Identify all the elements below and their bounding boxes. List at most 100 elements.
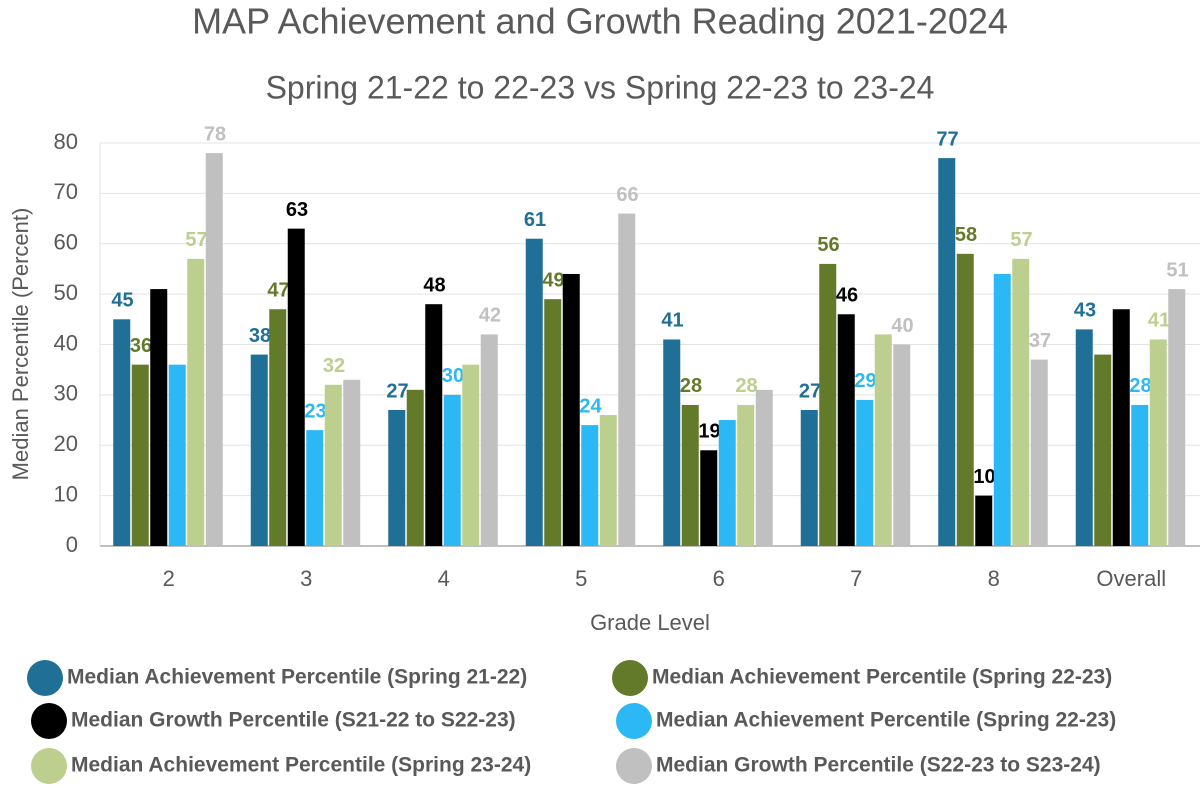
bar [113,319,131,546]
bar [1149,339,1167,546]
bar [525,238,543,546]
bar [1075,329,1093,546]
x-tick-label: 6 [713,566,725,591]
data-label: 58 [955,224,977,246]
bar [150,289,168,546]
x-tick-label: 3 [300,566,312,591]
bar [388,409,406,546]
data-label: 57 [1010,229,1032,251]
bar [1131,404,1149,546]
bar [250,354,268,546]
y-tick-label: 80 [54,129,78,154]
bar [800,409,818,546]
bar [343,379,361,546]
y-tick-label: 10 [54,481,78,506]
legend-label: Median Growth Percentile (S22-23 to S23-… [656,754,1101,777]
data-label: 28 [735,375,757,397]
x-tick-label: Overall [1096,566,1166,591]
data-label: 42 [479,305,501,327]
data-label: 47 [267,280,289,302]
data-label: 57 [185,229,207,251]
bar [956,253,974,546]
data-label: 28 [1129,375,1151,397]
bar [700,450,718,546]
legend-marker [616,748,652,784]
data-label: 36 [130,335,152,357]
bar [480,334,498,546]
bar [287,228,305,546]
x-tick-label: 2 [163,566,175,591]
data-label: 27 [799,380,821,402]
bar [599,415,617,546]
data-label: 19 [698,421,720,443]
data-label: 45 [111,290,133,312]
legend-label: Median Achievement Percentile (Spring 23… [71,754,531,777]
y-axis-title: Median Percentile (Percent) [8,208,33,481]
bar [856,399,874,546]
data-label: 46 [836,285,858,307]
chart-title: MAP Achievement and Growth Reading 2021-… [192,1,1008,42]
bar [837,314,855,546]
bar [819,263,837,546]
data-label: 49 [542,269,564,291]
bar [168,364,186,546]
data-label: 24 [579,395,602,417]
x-tick-label: 8 [988,566,1000,591]
data-label: 29 [854,370,876,392]
bar [663,339,681,546]
y-tick-label: 30 [54,381,78,406]
bar [737,404,755,546]
data-label: 23 [304,400,326,422]
y-tick-label: 20 [54,431,78,456]
data-label: 63 [286,199,308,221]
data-label: 77 [936,128,958,150]
data-label: 10 [973,466,995,488]
bar [1012,258,1030,546]
data-label: 41 [661,310,683,332]
y-tick-label: 0 [66,532,78,557]
bar [462,364,480,546]
data-label: 41 [1148,310,1170,332]
bar [618,213,636,546]
bar [187,258,205,546]
legend-label: Median Achievement Percentile (Spring 22… [656,709,1116,732]
legend-marker [612,660,648,696]
data-label: 30 [442,365,464,387]
legend-marker [616,703,652,739]
legend-label: Median Achievement Percentile (Spring 21… [67,666,527,689]
x-tick-label: 7 [850,566,862,591]
legend-label: Median Achievement Percentile (Spring 22… [652,666,1112,689]
data-label: 37 [1029,330,1051,352]
bar [1030,359,1048,546]
bar [306,430,324,546]
bar [874,334,892,546]
bar [131,364,149,546]
bar [718,420,736,546]
y-tick-label: 40 [54,330,78,355]
x-tick-label: 4 [438,566,450,591]
bar [1168,289,1186,546]
y-tick-label: 60 [54,230,78,255]
bar [544,299,562,546]
bar [425,304,443,546]
bar [406,389,424,546]
bar [269,309,287,546]
bar [893,344,911,546]
data-label: 32 [323,355,345,377]
data-label: 38 [249,325,271,347]
chart-subtitle: Spring 21-22 to 22-23 vs Spring 22-23 to… [266,69,935,105]
bar [975,495,993,546]
data-label: 61 [524,209,546,231]
bar [755,389,773,546]
x-axis-title: Grade Level [590,610,710,635]
bar [443,394,461,546]
bar [938,158,956,547]
bar [1094,354,1112,546]
data-label: 28 [680,375,702,397]
data-label: 40 [891,315,913,337]
data-label: 78 [204,123,226,145]
legend-marker [31,748,67,784]
bar [205,153,223,546]
y-tick-label: 50 [54,280,78,305]
